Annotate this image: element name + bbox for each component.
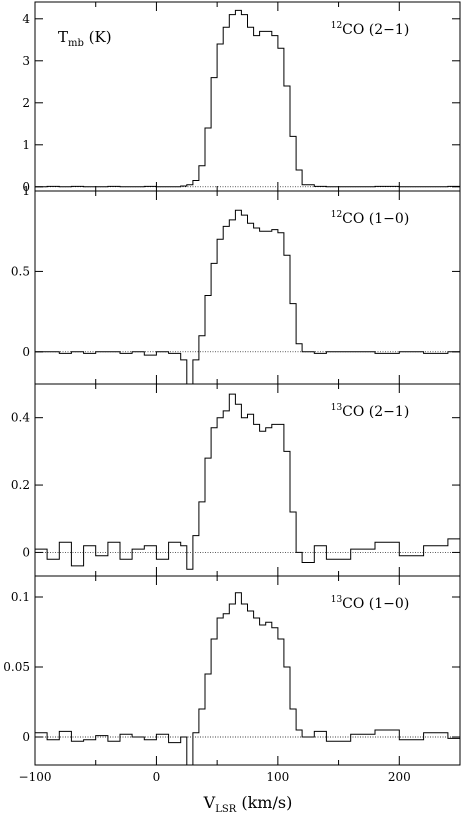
x-tick-label: 200 (388, 770, 411, 784)
x-axis-title-symbol: V (203, 793, 216, 812)
y-tick-label: 0.05 (3, 660, 30, 674)
transition-label: CO (1−0) (342, 211, 409, 227)
y-axis-title-subscript: mb (68, 38, 84, 49)
panel-4: 0 0.05 0.1 −100 0 100 200 13CO (1−0) (3, 575, 461, 784)
y-tick-label: 0 (22, 545, 30, 559)
panel-2: 0 0.5 1 12CO (1−0) (11, 184, 461, 385)
isotope-superscript: 13 (331, 403, 343, 413)
y-tick-label: 1 (22, 184, 30, 198)
x-tick-label: 100 (266, 770, 289, 784)
y-tick-label: 0.1 (11, 590, 30, 604)
x-tick-label: −100 (19, 770, 52, 784)
spectrum-line (35, 592, 461, 766)
y-tick-label: 0.2 (11, 478, 30, 492)
y-tick-label: 0.4 (11, 411, 30, 425)
panel-label: 12CO (2−1) (331, 21, 410, 38)
panel-label: 12CO (1−0) (331, 210, 410, 227)
y-tick-label: 3 (22, 54, 30, 68)
y-tick-label: 0.5 (11, 264, 30, 278)
y-tick-label: 0 (22, 345, 30, 359)
y-axis-title-unit: (K) (84, 28, 112, 46)
isotope-superscript: 12 (331, 21, 342, 31)
transition-label: CO (2−1) (342, 404, 409, 420)
panel-3: 0 0.2 0.4 13CO (2−1) (11, 383, 461, 577)
x-axis-title-unit: (km/s) (236, 793, 292, 812)
spectrum-line (35, 209, 460, 385)
x-tick-label: 0 (153, 770, 161, 784)
y-tick-label: 2 (22, 96, 30, 110)
panel-label: 13CO (1−0) (331, 595, 410, 612)
transition-label: CO (1−0) (342, 596, 409, 612)
panel-label: 13CO (2−1) (331, 403, 410, 420)
y-tick-label: 0 (22, 730, 30, 744)
spectrum-line (35, 9, 461, 188)
y-axis-title-symbol: T (58, 28, 68, 46)
y-axis-title: Tmb (K) (58, 28, 112, 49)
y-tick-label: 1 (22, 138, 30, 152)
y-tick-label: 4 (22, 12, 30, 26)
panel-frame (34, 575, 461, 766)
isotope-superscript: 13 (331, 595, 343, 605)
y-tick-label: 0 (22, 180, 30, 194)
x-axis-title-subscript: LSR (215, 804, 236, 815)
isotope-superscript: 12 (331, 210, 342, 220)
transition-label: CO (2−1) (342, 22, 409, 38)
x-axis-title: VLSR (km/s) (203, 793, 293, 815)
spectrum-line (35, 393, 461, 570)
